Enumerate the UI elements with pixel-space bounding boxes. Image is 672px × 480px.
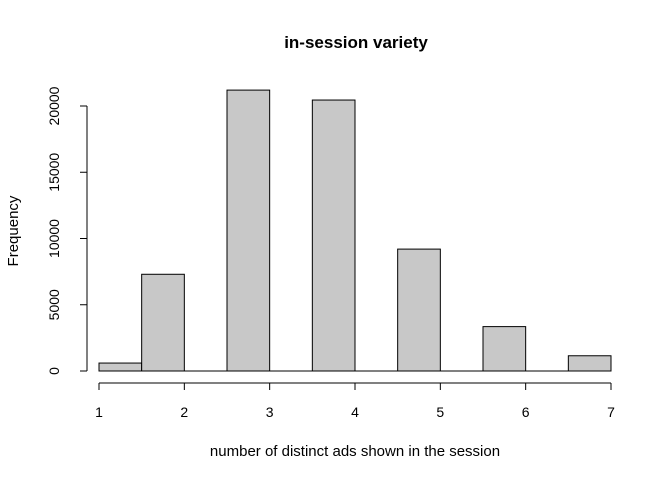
- x-tick-label: 2: [180, 404, 188, 420]
- histogram-bar: [482, 326, 527, 372]
- y-axis: 0 5000 10000 15000 20000: [46, 86, 88, 375]
- histogram-bar: [397, 248, 441, 372]
- chart-title: in-session variety: [284, 33, 428, 52]
- y-tick-label: 20000: [46, 86, 62, 125]
- x-axis-label: number of distinct ads shown in the sess…: [210, 443, 500, 460]
- x-tick-label: 1: [95, 404, 103, 420]
- x-tick-label: 5: [436, 404, 444, 420]
- x-axis: 1 2 3 4 5 6 7: [95, 382, 615, 420]
- y-axis-label: Frequency: [5, 195, 22, 266]
- x-tick-label: 6: [522, 404, 530, 420]
- y-tick-label: 10000: [46, 219, 62, 258]
- bars-group: [98, 89, 612, 372]
- x-tick-label: 4: [351, 404, 359, 420]
- histogram-bar: [567, 355, 612, 372]
- histogram-bar: [98, 362, 143, 372]
- y-tick-label: 15000: [46, 153, 62, 192]
- y-tick-label: 5000: [46, 289, 62, 320]
- y-tick-label: 0: [46, 367, 62, 375]
- histogram-bar: [141, 273, 185, 372]
- histogram-bar: [311, 99, 356, 372]
- x-tick-label: 3: [266, 404, 274, 420]
- x-tick-label: 7: [607, 404, 615, 420]
- histogram-bar: [226, 89, 271, 372]
